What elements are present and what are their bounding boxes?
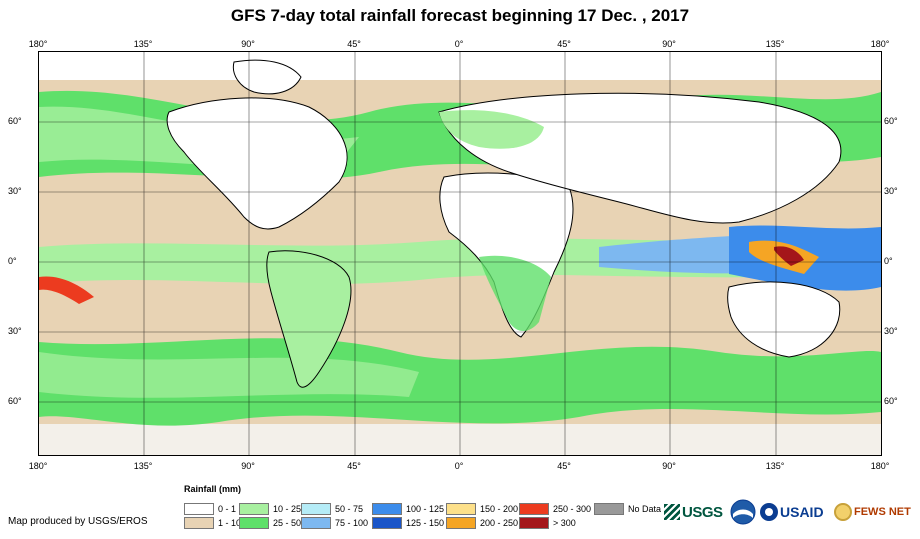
map-canvas	[39, 52, 881, 455]
central-pacific-heavy-rain	[39, 276, 94, 304]
lon-tick-bottom: 135°	[133, 461, 153, 471]
usgs-logo-text: USGS	[682, 503, 723, 521]
graticule	[39, 52, 881, 455]
legend-label: 1 - 10	[218, 518, 242, 528]
legend-label: 200 - 250	[480, 518, 519, 528]
legend-swatch	[519, 517, 549, 529]
lon-tick-top: 135°	[765, 39, 785, 49]
lat-tick-right: 30°	[884, 326, 898, 336]
lat-tick-left: 60°	[8, 116, 22, 126]
lat-tick-right: 60°	[884, 116, 898, 126]
legend-label: > 300	[553, 518, 576, 528]
legend-swatch	[519, 503, 549, 515]
lon-tick-bottom: 180°	[870, 461, 890, 471]
southern-africa-rain	[479, 255, 551, 331]
map-credit: Map produced by USGS/EROS	[8, 516, 148, 527]
lat-tick-right: 30°	[884, 186, 898, 196]
noaa-logo	[730, 496, 756, 528]
lat-tick-right: 60°	[884, 396, 898, 406]
legend-swatch	[446, 503, 476, 515]
legend-label: 250 - 300	[553, 504, 592, 514]
legend-item: 25 - 50	[239, 517, 301, 529]
legend-swatch	[594, 503, 624, 515]
south-america-landmass	[266, 250, 352, 388]
north-america-landmass	[166, 97, 348, 230]
legend-item: 125 - 150	[372, 517, 444, 529]
lon-tick-bottom: 90°	[662, 461, 676, 471]
legend-swatch	[184, 517, 214, 529]
legend-item: 75 - 100	[301, 517, 368, 529]
legend-item: 10 - 25	[239, 503, 301, 515]
usgs-logo: USGS	[664, 496, 723, 528]
greenland-landmass	[232, 59, 302, 95]
lon-tick-bottom: 90°	[241, 461, 255, 471]
lon-tick-top: 180°	[28, 39, 48, 49]
legend-item: > 300	[519, 517, 576, 529]
legend-label: 75 - 100	[335, 518, 369, 528]
legend-item: 100 - 125	[372, 503, 444, 515]
usaid-seal-icon	[760, 503, 778, 521]
legend-item: 1 - 10	[184, 517, 241, 529]
legend-label: 10 - 25	[273, 504, 302, 514]
legend-swatch	[239, 503, 269, 515]
lon-tick-bottom: 45°	[347, 461, 361, 471]
lon-tick-top: 45°	[557, 39, 571, 49]
lat-tick-right: 0°	[884, 256, 893, 266]
logo-strip: USGS USAID FEWS NET	[664, 496, 916, 528]
lon-tick-bottom: 135°	[765, 461, 785, 471]
legend-item: 0 - 1	[184, 503, 236, 515]
usaid-logo-text: USAID	[780, 504, 824, 520]
lat-tick-left: 60°	[8, 396, 22, 406]
legend-swatch	[301, 503, 331, 515]
lon-tick-top: 180°	[870, 39, 890, 49]
fews-net-logo-text: FEWS NET	[854, 506, 911, 518]
legend-swatch	[446, 517, 476, 529]
lon-tick-bottom: 180°	[28, 461, 48, 471]
rainfall-map	[38, 51, 882, 456]
fews-net-seal-icon	[834, 503, 852, 521]
legend-swatch	[184, 503, 214, 515]
legend-swatch	[372, 517, 402, 529]
usaid-logo: USAID	[760, 496, 824, 528]
legend-label: 125 - 150	[406, 518, 445, 528]
legend-item: 200 - 250	[446, 517, 518, 529]
legend-swatch	[301, 517, 331, 529]
lon-tick-top: 90°	[662, 39, 676, 49]
europe-rain	[439, 110, 544, 149]
legend-item: 50 - 75	[301, 503, 363, 515]
legend-title: Rainfall (mm)	[184, 484, 242, 494]
lon-tick-bottom: 45°	[557, 461, 571, 471]
map-title: GFS 7-day total rainfall forecast beginn…	[230, 6, 690, 25]
legend-item: 250 - 300	[519, 503, 591, 515]
legend-swatch	[239, 517, 269, 529]
legend-label: 150 - 200	[480, 504, 519, 514]
lat-tick-left: 30°	[8, 326, 22, 336]
fews-net-logo: FEWS NET	[834, 496, 911, 528]
lon-tick-top: 0°	[454, 39, 464, 49]
legend-label: 50 - 75	[335, 504, 364, 514]
lon-tick-top: 45°	[347, 39, 361, 49]
australia-landmass	[727, 281, 841, 358]
usgs-mark-icon	[664, 504, 680, 520]
legend-label: 0 - 1	[218, 504, 237, 514]
extreme-rain-core	[774, 246, 804, 266]
noaa-seal-icon	[730, 499, 756, 525]
legend-label: No Data	[628, 504, 662, 514]
lat-tick-left: 0°	[8, 256, 17, 266]
legend-label: 100 - 125	[406, 504, 445, 514]
lon-tick-top: 135°	[133, 39, 153, 49]
legend-item: No Data	[594, 503, 661, 515]
lat-tick-left: 30°	[8, 186, 22, 196]
legend-swatch	[372, 503, 402, 515]
lon-tick-bottom: 0°	[454, 461, 464, 471]
legend-label: 25 - 50	[273, 518, 302, 528]
lon-tick-top: 90°	[241, 39, 255, 49]
legend-item: 150 - 200	[446, 503, 518, 515]
